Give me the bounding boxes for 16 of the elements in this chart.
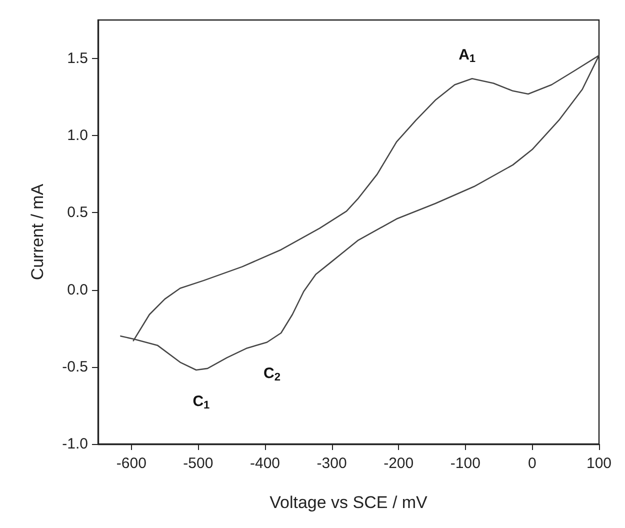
x-tick-label: -500 xyxy=(183,455,214,472)
y-axis-title: Current / mA xyxy=(28,183,47,280)
x-tick-label: 100 xyxy=(586,455,612,472)
x-tick-label: -600 xyxy=(116,455,146,472)
y-tick-label: 1.5 xyxy=(67,50,88,68)
y-tick-label: 0.5 xyxy=(67,204,88,222)
x-tick-label: -200 xyxy=(384,455,414,472)
x-axis-title: Voltage vs SCE / mV xyxy=(270,493,428,512)
y-tick-label: 1.0 xyxy=(67,127,88,144)
x-tick-label: 0 xyxy=(528,455,536,472)
y-tick-label: -1.0 xyxy=(62,436,88,452)
y-tick-label: 0.0 xyxy=(67,281,88,298)
x-tick-label: -100 xyxy=(450,455,480,472)
x-tick-label: -400 xyxy=(250,455,280,472)
y-tick-label: -0.5 xyxy=(62,358,88,376)
x-tick-label: -300 xyxy=(316,455,347,472)
